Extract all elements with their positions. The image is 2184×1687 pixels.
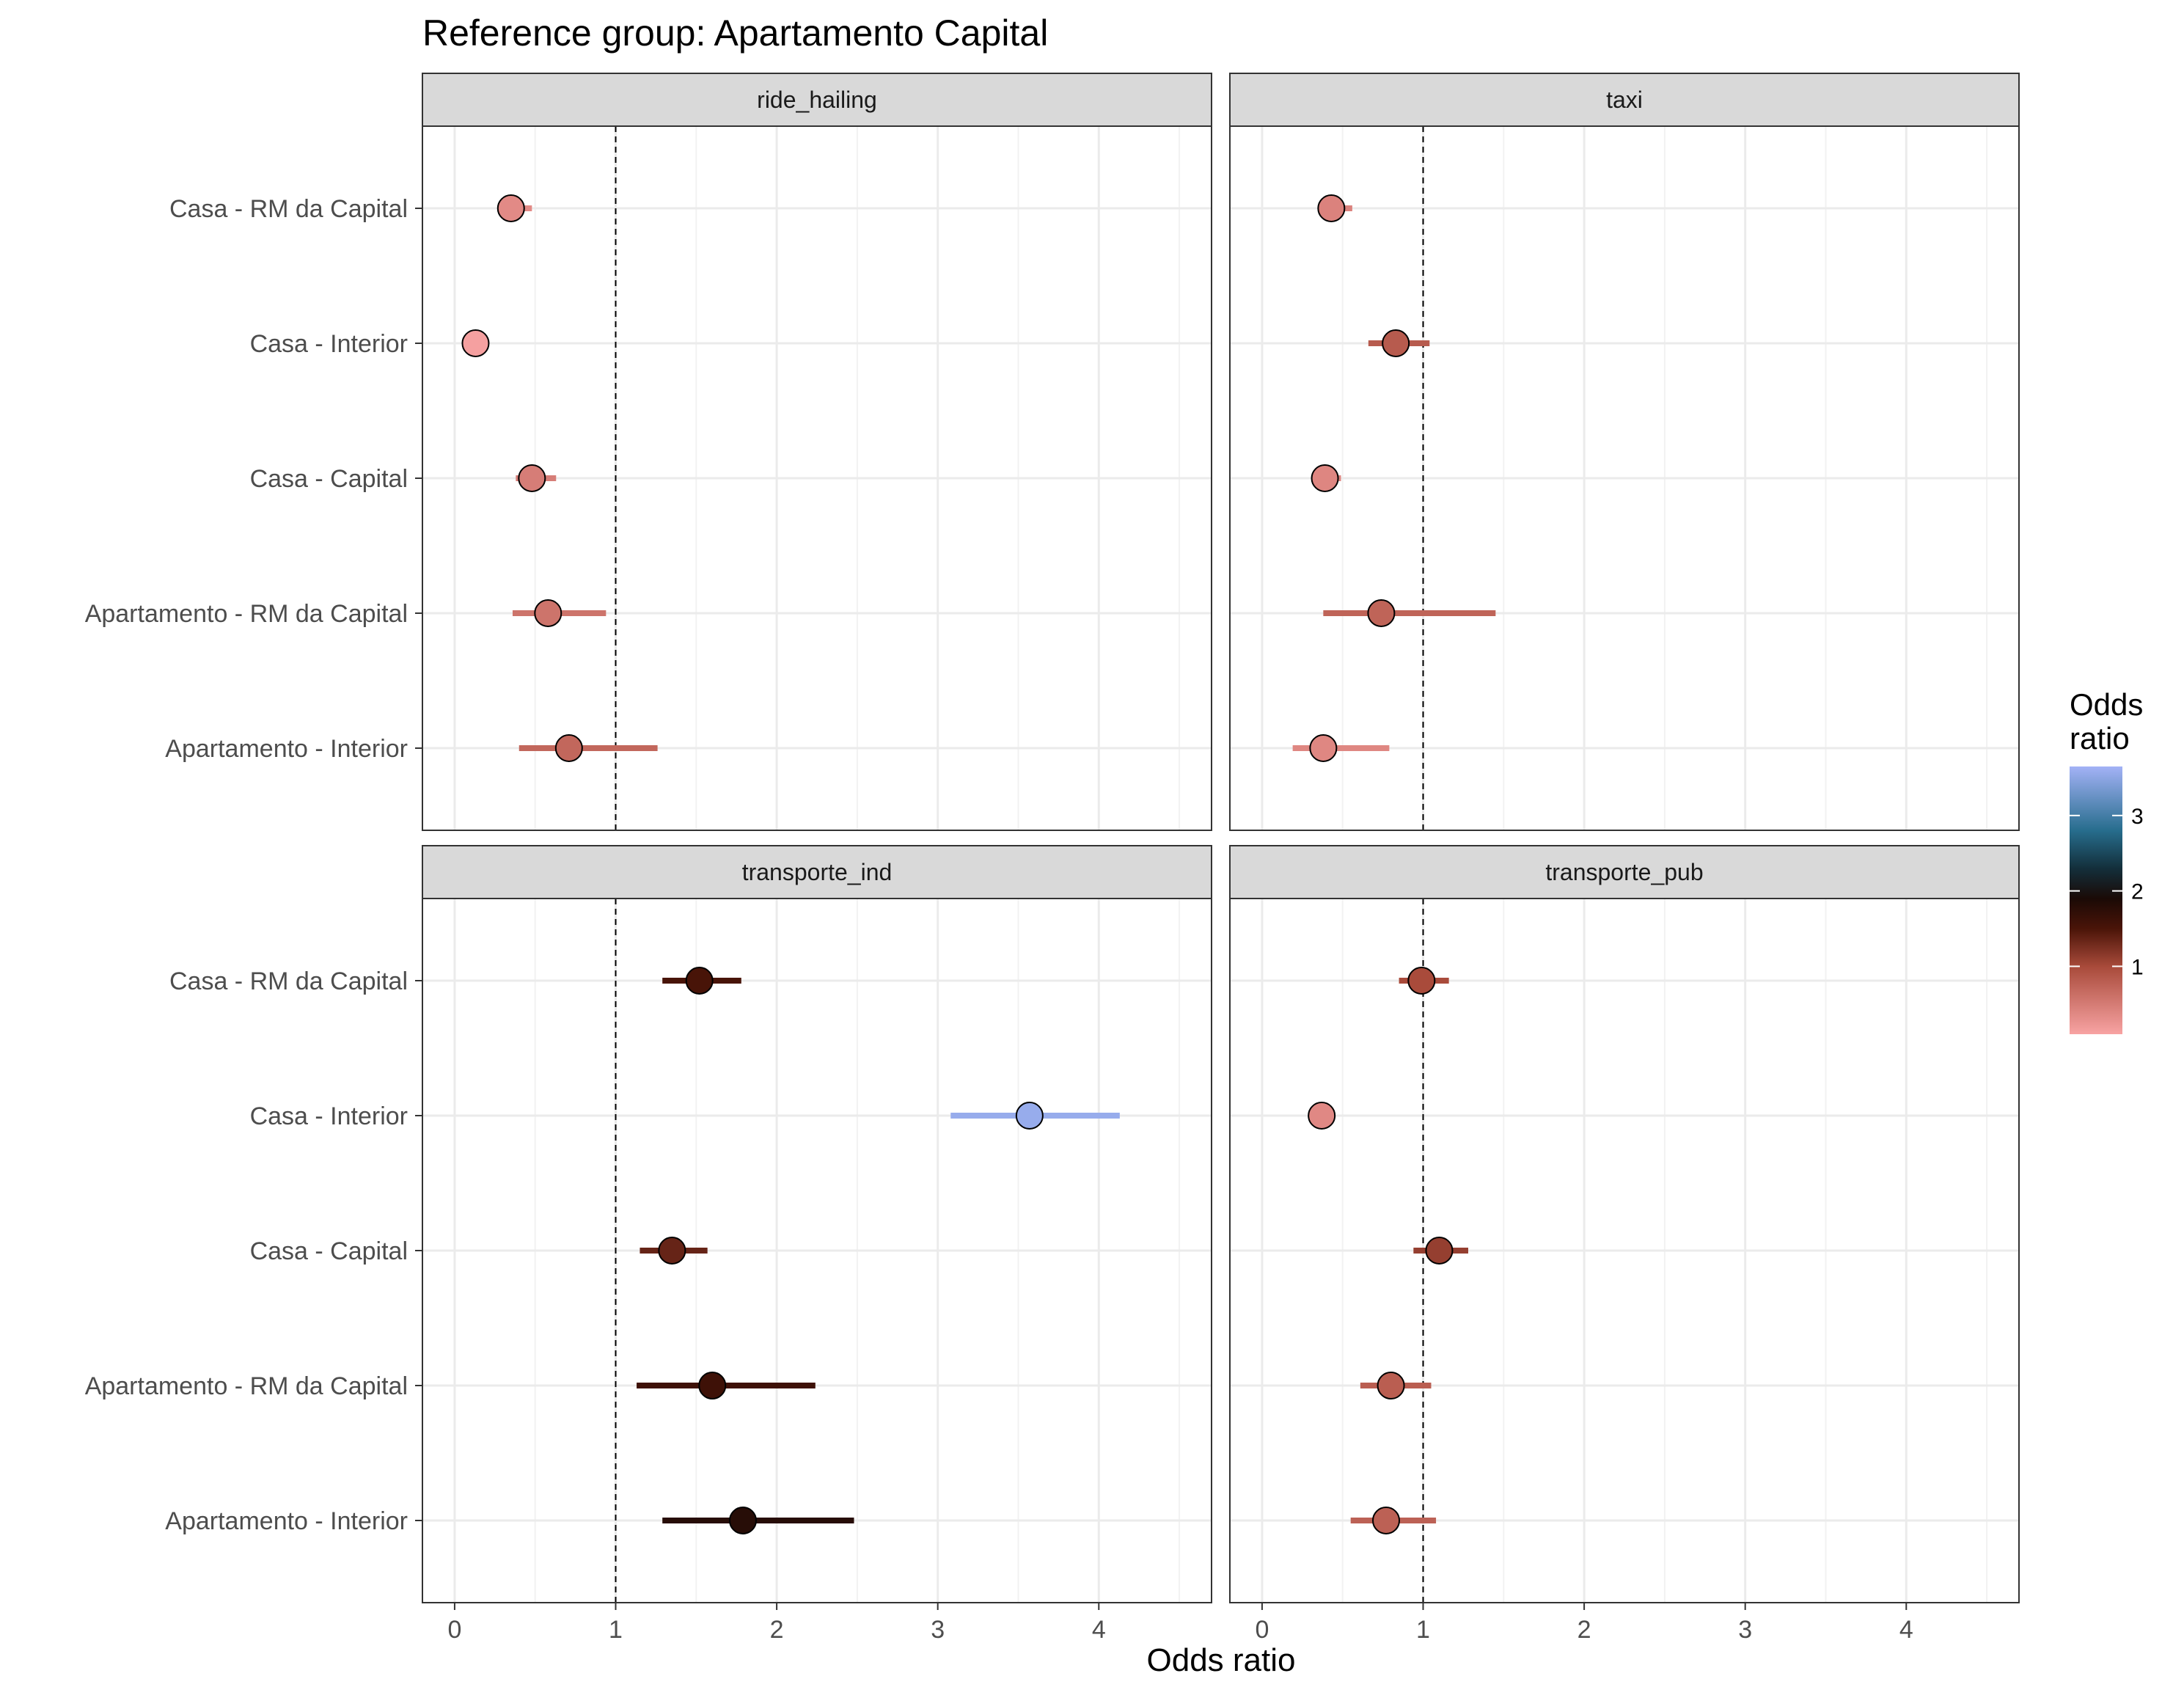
x-tick-label: 1 bbox=[1416, 1616, 1430, 1644]
odds-ratio-point bbox=[698, 1372, 727, 1399]
y-tick-label: Casa - RM da Capital bbox=[169, 195, 408, 223]
x-tick-label: 3 bbox=[1738, 1616, 1752, 1644]
odds-ratio-point bbox=[1309, 734, 1338, 762]
odds-ratio-point bbox=[1372, 1507, 1401, 1534]
x-tick-label: 0 bbox=[1255, 1616, 1269, 1644]
odds-ratio-point bbox=[658, 1237, 686, 1265]
panel-taxi: taxi bbox=[1229, 73, 2020, 831]
odds-ratio-point bbox=[518, 464, 546, 492]
y-tick-label: Apartamento - Interior bbox=[165, 735, 408, 763]
odds-ratio-point bbox=[554, 734, 583, 762]
panel-strip bbox=[422, 73, 1212, 127]
panel-transporte_pub: transporte_pub 0 1 2 3 4 bbox=[1229, 845, 2020, 1644]
odds-ratio-point bbox=[1308, 1102, 1336, 1130]
odds-ratio-point bbox=[534, 599, 563, 627]
panel-ride_hailing: ride_hailing Casa - RM da Capital Casa - I… bbox=[85, 73, 1212, 831]
odds-ratio-point bbox=[1311, 464, 1339, 492]
x-tick-label: 2 bbox=[770, 1616, 784, 1644]
panel-strip-label: taxi bbox=[1606, 87, 1643, 113]
y-tick-label: Apartamento - RM da Capital bbox=[85, 1372, 408, 1400]
y-tick-label: Casa - Interior bbox=[250, 330, 408, 358]
panel-border bbox=[1229, 898, 2020, 1603]
legend-title: Odds ratio bbox=[2070, 687, 2143, 755]
x-axis-label: Odds ratio bbox=[1147, 1642, 1296, 1678]
x-tick-label: 2 bbox=[1577, 1616, 1591, 1644]
legend-colorbar bbox=[2070, 766, 2122, 1034]
legend-tick-label: 1 bbox=[2131, 955, 2144, 979]
x-tick-label: 3 bbox=[931, 1616, 945, 1644]
y-tick-label: Apartamento - RM da Capital bbox=[85, 600, 408, 628]
y-tick-label: Apartamento - Interior bbox=[165, 1507, 408, 1535]
panel-strip bbox=[1229, 845, 2020, 899]
odds-ratio-point bbox=[461, 329, 490, 357]
chart-title: Reference group: Apartamento Capital bbox=[422, 12, 1048, 54]
legend-tick-label: 3 bbox=[2131, 805, 2144, 829]
y-tick-label: Casa - RM da Capital bbox=[169, 967, 408, 995]
panel-border bbox=[1229, 125, 2020, 831]
x-tick-label: 1 bbox=[609, 1616, 623, 1644]
panel-strip-label: transporte_pub bbox=[1545, 859, 1703, 885]
x-tick-label: 4 bbox=[1899, 1616, 1913, 1644]
panel-strip-label: ride_hailing bbox=[757, 87, 877, 113]
odds-ratio-point bbox=[685, 967, 714, 995]
odds-ratio-point bbox=[728, 1507, 757, 1534]
x-tick-label: 4 bbox=[1092, 1616, 1106, 1644]
legend-tick-label: 2 bbox=[2131, 880, 2144, 904]
odds-ratio-point bbox=[1015, 1102, 1044, 1130]
odds-ratio-point bbox=[1367, 599, 1396, 627]
odds-ratio-point bbox=[1382, 329, 1410, 357]
odds-ratio-point bbox=[1407, 967, 1436, 995]
panel-strip-label: transporte_ind bbox=[742, 859, 893, 885]
odds-ratio-point bbox=[1425, 1237, 1454, 1265]
y-tick-label: Casa - Capital bbox=[250, 1237, 408, 1265]
x-tick-label: 0 bbox=[447, 1616, 461, 1644]
y-tick-label: Casa - Interior bbox=[250, 1102, 408, 1130]
odds-ratio-point bbox=[1317, 194, 1346, 222]
panel-transporte_ind: transporte_ind Casa - RM da Capital Casa -… bbox=[85, 845, 1212, 1644]
facet-panels: ride_hailing Casa - RM da Capital Casa - I… bbox=[85, 73, 2020, 1644]
odds-ratio-point bbox=[496, 194, 525, 222]
panel-strip bbox=[422, 845, 1212, 899]
y-tick-label: Casa - Capital bbox=[250, 465, 408, 493]
color-legend: Odds ratio 1 2 3 bbox=[2070, 687, 2144, 1034]
odds-ratio-point bbox=[1377, 1372, 1405, 1399]
